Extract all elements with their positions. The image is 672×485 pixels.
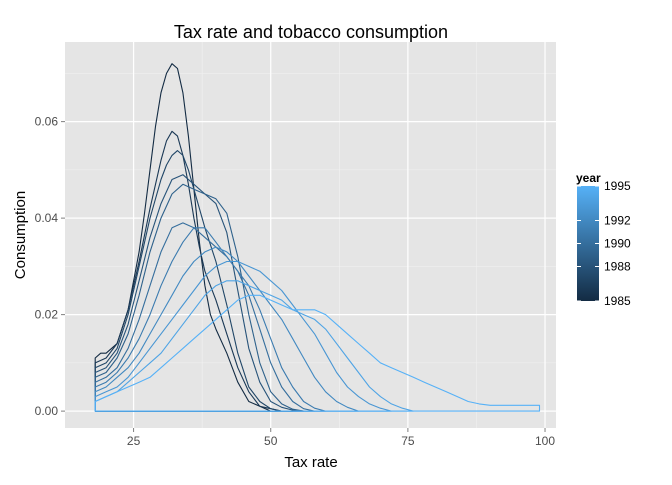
y-tick-label: 0.04 [35,211,59,225]
x-axis: 25 50 75 100 [127,428,555,448]
density-line-1993 [94,260,392,412]
legend-title: year [576,171,601,185]
series-layer [94,63,541,412]
x-tick-label: 100 [535,434,555,448]
chart-title: Tax rate and tobacco consumption [174,22,448,42]
density-line-1986 [94,130,294,412]
density-line-1991 [94,227,327,412]
x-tick-label: 75 [401,434,415,448]
y-tick-label: 0.06 [35,115,59,129]
y-tick-label: 0.02 [35,308,59,322]
density-line-1992 [94,246,360,412]
legend-label: 1995 [604,179,631,193]
density-line-1988 [94,174,305,412]
legend: year 1995 1992 1990 1988 1985 [576,171,631,308]
density-line-1990 [94,222,316,412]
legend-label: 1992 [604,214,631,228]
x-tick-label: 50 [264,434,278,448]
x-axis-label: Tax rate [284,454,337,471]
density-line-1994 [94,280,414,412]
y-axis: 0.00 0.02 0.04 0.06 [35,115,65,418]
y-tick-label: 0.00 [35,404,59,418]
legend-label: 1985 [604,294,631,308]
legend-label: 1990 [604,237,631,251]
density-line-1989 [94,183,305,412]
grid-minor [65,42,556,428]
legend-colorbar [577,186,599,301]
y-axis-label: Consumption [12,191,29,279]
x-tick-label: 25 [127,434,141,448]
legend-label: 1988 [604,260,631,274]
density-line-1987 [94,150,294,412]
plot-panel [65,42,556,428]
density-line-1995 [94,294,541,412]
legend-ticks: 1995 1992 1990 1988 1985 [577,179,631,308]
